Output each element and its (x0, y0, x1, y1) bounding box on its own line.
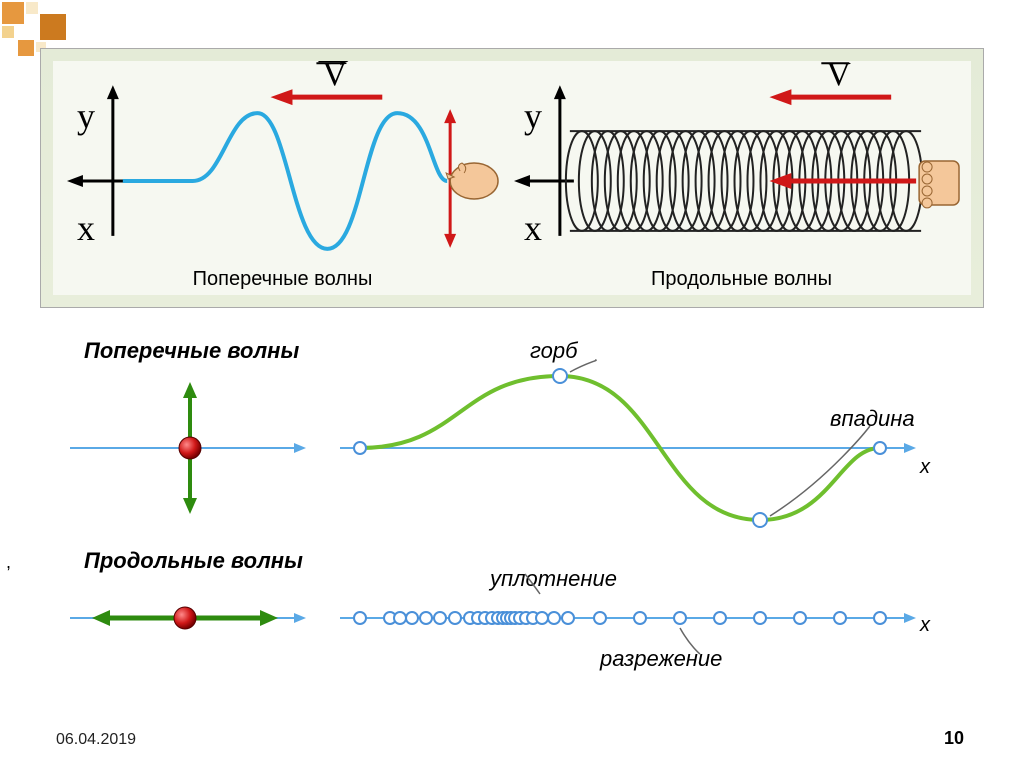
wave-types-panel: V (40, 48, 984, 308)
transverse-caption: Поперечные волны (53, 268, 512, 291)
y-axis-label: y (77, 95, 95, 137)
decor-block (2, 26, 14, 38)
decor-block (26, 2, 38, 14)
longitudinal-panel: V y (512, 61, 971, 295)
decor-block (18, 40, 34, 56)
stray-comma: , (6, 552, 11, 573)
decor-block (2, 2, 24, 24)
wave-detail-panel: Поперечные волны горб впадина x (40, 338, 984, 718)
x-axis-label: x (77, 207, 95, 249)
longitudinal-caption: Продольные волны (512, 268, 971, 291)
svg-text:V: V (322, 61, 347, 93)
footer-date: 06.04.2019 (56, 731, 136, 749)
svg-text:V: V (826, 61, 851, 93)
x-axis-label-r: x (524, 207, 542, 249)
y-axis-label-r: y (524, 95, 542, 137)
decor-block (40, 14, 66, 40)
footer-page: 10 (944, 728, 964, 749)
transverse-panel: V (53, 61, 512, 295)
